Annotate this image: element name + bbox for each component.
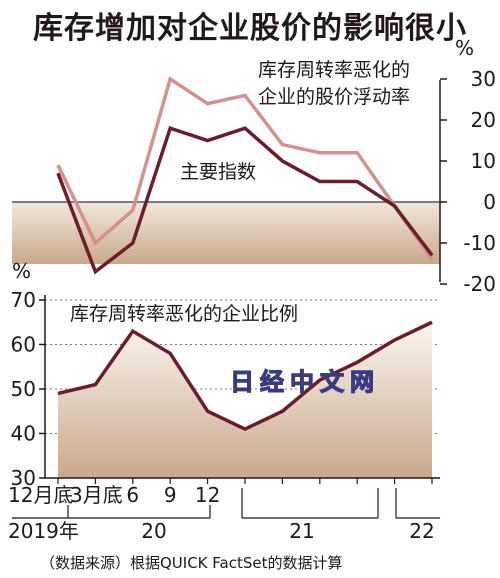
x-year-label: 21	[289, 519, 314, 543]
x-tick-label: 12	[195, 483, 220, 507]
top-y-tick-label: 20	[471, 108, 496, 132]
source-note: （数据来源）根据QUICK FactSet的数据计算	[40, 554, 343, 572]
bottom-y-tick-label: 60	[11, 333, 36, 357]
top-y-tick-label: 0	[483, 190, 496, 214]
x-year-label: 22	[409, 519, 434, 543]
series-label-main-index: 主要指数	[180, 161, 256, 183]
x-year-label: 2019年	[8, 519, 79, 543]
top-y-tick-label: -10	[463, 231, 496, 255]
x-tick-label: 9	[164, 483, 177, 507]
chart-title: 库存增加对企业股价的影响很小	[33, 11, 467, 46]
bottom-y-tick-label: 50	[11, 377, 36, 401]
x-year-label: 20	[141, 519, 166, 543]
top-y-tick-label: 30	[471, 67, 496, 91]
top-panel: 30 20 10 0 -10 -20 % 库存周转率恶化的 企业的股价浮动率 主要指数	[12, 36, 496, 296]
bottom-panel: % 70 60 50 40 30 库存周转率恶化的企业比例 日经中文网	[11, 259, 440, 490]
series-label-stock-price-line2: 企业的股价浮动率	[258, 86, 410, 108]
negative-region-shading	[12, 202, 440, 264]
series-label-stock-price-line1: 库存周转率恶化的	[258, 59, 410, 81]
top-y-unit: %	[455, 36, 474, 60]
bottom-y-unit: %	[12, 259, 31, 283]
bottom-y-tick-label: 30	[11, 466, 36, 490]
top-y-tick-label: 10	[471, 149, 496, 173]
x-tick-label: 12月底	[8, 483, 73, 507]
series-label-ratio: 库存周转率恶化的企业比例	[70, 303, 298, 325]
watermark: 日经中文网	[230, 368, 380, 396]
ratio-area-fill	[58, 322, 432, 478]
x-tick-label: 6	[126, 483, 139, 507]
bottom-y-tick-label: 40	[11, 422, 36, 446]
x-tick-label: 3月底	[70, 483, 123, 507]
bottom-y-tick-label: 70	[11, 288, 36, 312]
top-y-tick-label: -20	[463, 272, 496, 296]
